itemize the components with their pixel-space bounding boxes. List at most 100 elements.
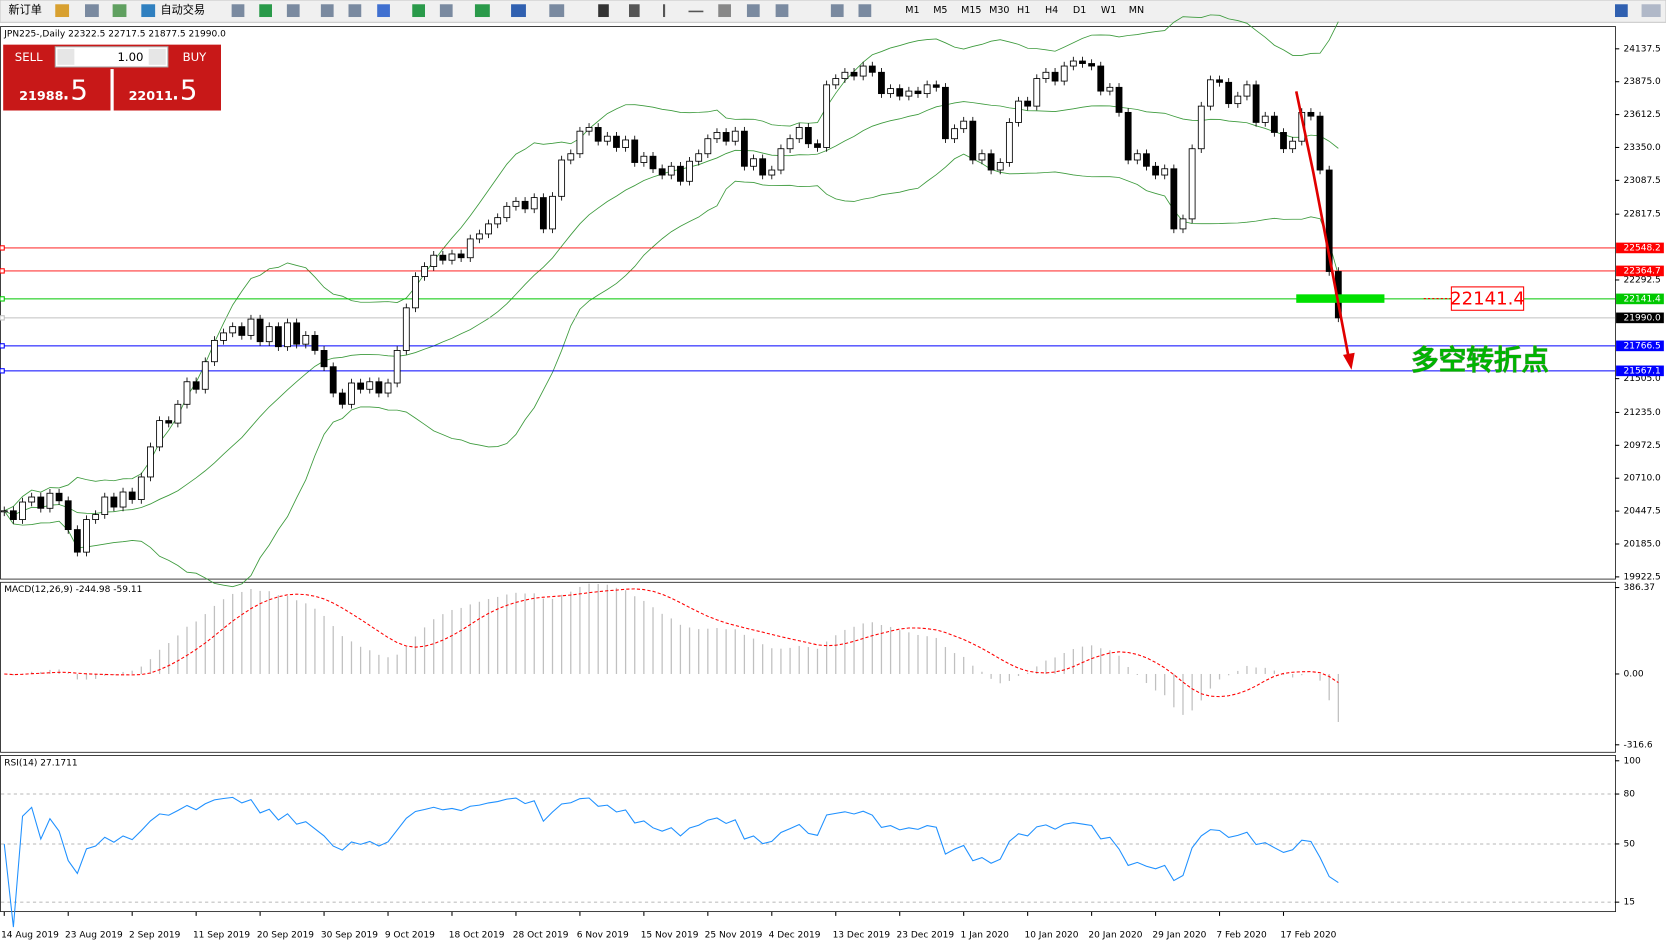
candle: [549, 195, 556, 230]
bid-fraction[interactable]: .5: [62, 73, 88, 106]
candle: [37, 496, 45, 509]
x-tick-label: 4 Dec 2019: [769, 931, 821, 941]
level-handle: [0, 368, 5, 374]
candle: [384, 382, 392, 394]
candle: [211, 339, 218, 363]
y-tick-label: 19922.5: [1624, 572, 1661, 582]
lots-down[interactable]: [57, 48, 75, 65]
candle: [183, 381, 191, 405]
candle: [412, 276, 419, 309]
candle: [1234, 95, 1242, 105]
lots-field[interactable]: [54, 46, 169, 68]
rsi-tick-label: 100: [1624, 756, 1641, 766]
level-handle: [0, 296, 5, 302]
x-tick-label: 11 Sep 2019: [193, 931, 250, 941]
timeframe-button[interactable]: M15: [961, 5, 981, 16]
candle: [64, 500, 72, 531]
trend-arrow: [1294, 91, 1351, 362]
candle: [83, 519, 90, 553]
timeframe-button[interactable]: D1: [1073, 5, 1086, 16]
annotation-text: 多空转折点: [1411, 343, 1549, 376]
timeframe-button[interactable]: H4: [1045, 5, 1058, 16]
candle: [640, 155, 648, 163]
level-handle: [0, 343, 5, 349]
candle: [238, 326, 246, 336]
x-tick-label: 20 Jan 2020: [1088, 931, 1142, 941]
auto-trade-button[interactable]: 自动交易: [160, 3, 205, 17]
rsi-label: RSI(14) 27.1711: [4, 758, 77, 768]
macd-pane: [0, 581, 1616, 753]
bid-price[interactable]: 21988: [19, 89, 63, 104]
candle: [1170, 168, 1178, 230]
candle: [558, 159, 566, 197]
candle: [1106, 86, 1114, 92]
candle: [265, 326, 273, 343]
candle: [594, 127, 602, 142]
candle: [201, 361, 209, 390]
candle: [1325, 169, 1333, 272]
candle: [987, 153, 995, 171]
candle: [658, 168, 666, 176]
candle: [156, 420, 163, 448]
candle: [1252, 84, 1260, 123]
candle: [1316, 115, 1324, 171]
ask-price[interactable]: 22011: [129, 89, 173, 104]
candle: [375, 381, 383, 394]
candle: [1015, 100, 1022, 123]
y-tick-label: 21235.0: [1624, 408, 1662, 418]
candle: [229, 326, 237, 334]
candle: [722, 132, 730, 142]
candle: [1225, 81, 1233, 105]
annotation-price: 22141.4: [1450, 289, 1525, 310]
lots-up[interactable]: [148, 48, 166, 65]
timeframe-button[interactable]: MN: [1129, 5, 1144, 16]
candle: [576, 130, 584, 155]
timeframe-button[interactable]: M30: [989, 5, 1009, 16]
candle: [448, 253, 456, 261]
new-order-button[interactable]: 新订单: [9, 3, 42, 17]
candle: [1042, 71, 1050, 79]
candle: [1033, 78, 1041, 107]
timeframe-button[interactable]: W1: [1101, 5, 1117, 16]
plot: 24137.5 23875.0 23612.5 23350.0 23087.5 22817…: [0, 14, 1664, 941]
candle: [466, 238, 474, 259]
candle: [220, 332, 227, 341]
candle: [1097, 65, 1105, 92]
candle: [1143, 153, 1150, 167]
level-label: 22548.2: [1624, 243, 1661, 253]
timeframe-button[interactable]: M5: [933, 5, 947, 16]
candle: [320, 350, 328, 368]
candle: [539, 197, 547, 230]
candle: [1005, 121, 1013, 163]
timeframe-button[interactable]: H1: [1017, 5, 1030, 16]
candle: [677, 165, 684, 182]
candle: [393, 350, 401, 384]
candle: [777, 148, 785, 171]
sell-button[interactable]: SELL: [15, 50, 43, 64]
timeframe-button[interactable]: M1: [905, 5, 919, 16]
y-tick-label: 20710.0: [1624, 474, 1662, 484]
candle: [247, 318, 255, 336]
candle: [695, 153, 703, 162]
candle: [923, 84, 931, 95]
y-tick-label: 23087.5: [1624, 176, 1661, 186]
lots-value[interactable]: 1.00: [117, 50, 143, 64]
candle: [750, 158, 757, 167]
candle: [1133, 153, 1141, 161]
level-tag: [1616, 265, 1664, 277]
candle: [485, 223, 492, 235]
ask-fraction[interactable]: .5: [171, 73, 197, 106]
candle: [704, 138, 712, 155]
candle: [430, 254, 438, 267]
macd-tick-label: -316.6: [1624, 740, 1653, 750]
candle: [165, 420, 173, 424]
buy-button[interactable]: BUY: [183, 50, 208, 64]
candle: [622, 139, 629, 148]
candle: [357, 382, 365, 390]
x-tick-label: 29 Jan 2020: [1152, 931, 1206, 941]
candle: [942, 86, 949, 140]
rsi-tick-label: 15: [1624, 898, 1635, 908]
candle: [1060, 65, 1068, 82]
level-label: 21567.1: [1624, 366, 1661, 376]
